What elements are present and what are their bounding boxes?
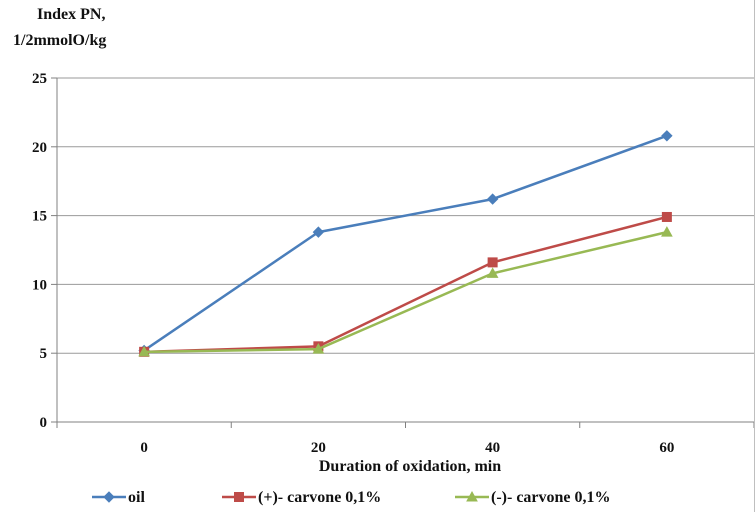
data-point-s1-2 xyxy=(486,193,499,205)
series-1 xyxy=(138,130,673,357)
data-point-s2-3 xyxy=(661,211,672,222)
legend-item-1: oil xyxy=(92,489,145,506)
legend-label-1: oil xyxy=(128,489,145,506)
legend-marker-1 xyxy=(103,491,115,503)
x-tick-label-40: 40 xyxy=(485,440,500,456)
legend-marker-2 xyxy=(234,492,244,502)
series-line-2 xyxy=(144,215,668,354)
legend-marker-3 xyxy=(466,490,478,502)
y-tick-label-25: 25 xyxy=(32,71,47,87)
x-axis-title: Duration of oxidation, min xyxy=(319,458,501,475)
y-tick-label-5: 5 xyxy=(40,346,48,362)
y-axis-title-line1: Index PN, xyxy=(37,6,105,23)
legend-item-3: (-)- carvone 0,1% xyxy=(455,489,611,506)
y-tick-label-10: 10 xyxy=(32,277,47,293)
series-line-1 xyxy=(143,134,668,352)
x-tick-label-20: 20 xyxy=(311,440,326,456)
series-line-3 xyxy=(144,230,668,354)
x-tick-label-60: 60 xyxy=(659,440,674,456)
data-series xyxy=(138,130,673,357)
data-point-s3-0 xyxy=(138,345,150,357)
legend-label-2: (+)- carvone 0,1% xyxy=(258,489,381,506)
legend-label-3: (-)- carvone 0,1% xyxy=(491,489,611,506)
data-point-s1-3 xyxy=(661,130,673,142)
y-tick-label-20: 20 xyxy=(32,140,47,156)
y-axis-title-line2: 1/2mmolO/kg xyxy=(13,32,106,49)
axes: 0 5 10 15 20 25 0 20 40 60 xyxy=(32,71,755,456)
data-point-s3-2 xyxy=(486,267,499,278)
y-tick-label-15: 15 xyxy=(32,209,47,225)
data-point-s1-1 xyxy=(312,226,325,238)
data-point-s2-2 xyxy=(487,257,498,268)
data-point-s3-3 xyxy=(661,226,673,237)
y-tick-label-0: 0 xyxy=(40,415,48,431)
legend-item-2: (+)- carvone 0,1% xyxy=(222,489,381,506)
series-3 xyxy=(138,226,673,357)
x-tick-label-0: 0 xyxy=(140,440,148,456)
data-point-s3-1 xyxy=(312,343,325,354)
legend: oil (+)- carvone 0,1% (-)- carvone 0,1% xyxy=(92,489,611,506)
